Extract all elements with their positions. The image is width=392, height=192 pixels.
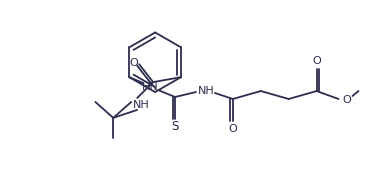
Text: NH: NH <box>133 100 150 110</box>
Text: O: O <box>312 56 321 66</box>
Text: S: S <box>171 120 179 133</box>
Text: O: O <box>229 124 237 134</box>
Text: O: O <box>342 95 351 105</box>
Text: O: O <box>130 58 139 68</box>
Text: NH: NH <box>198 86 214 96</box>
Text: HN: HN <box>142 82 158 92</box>
